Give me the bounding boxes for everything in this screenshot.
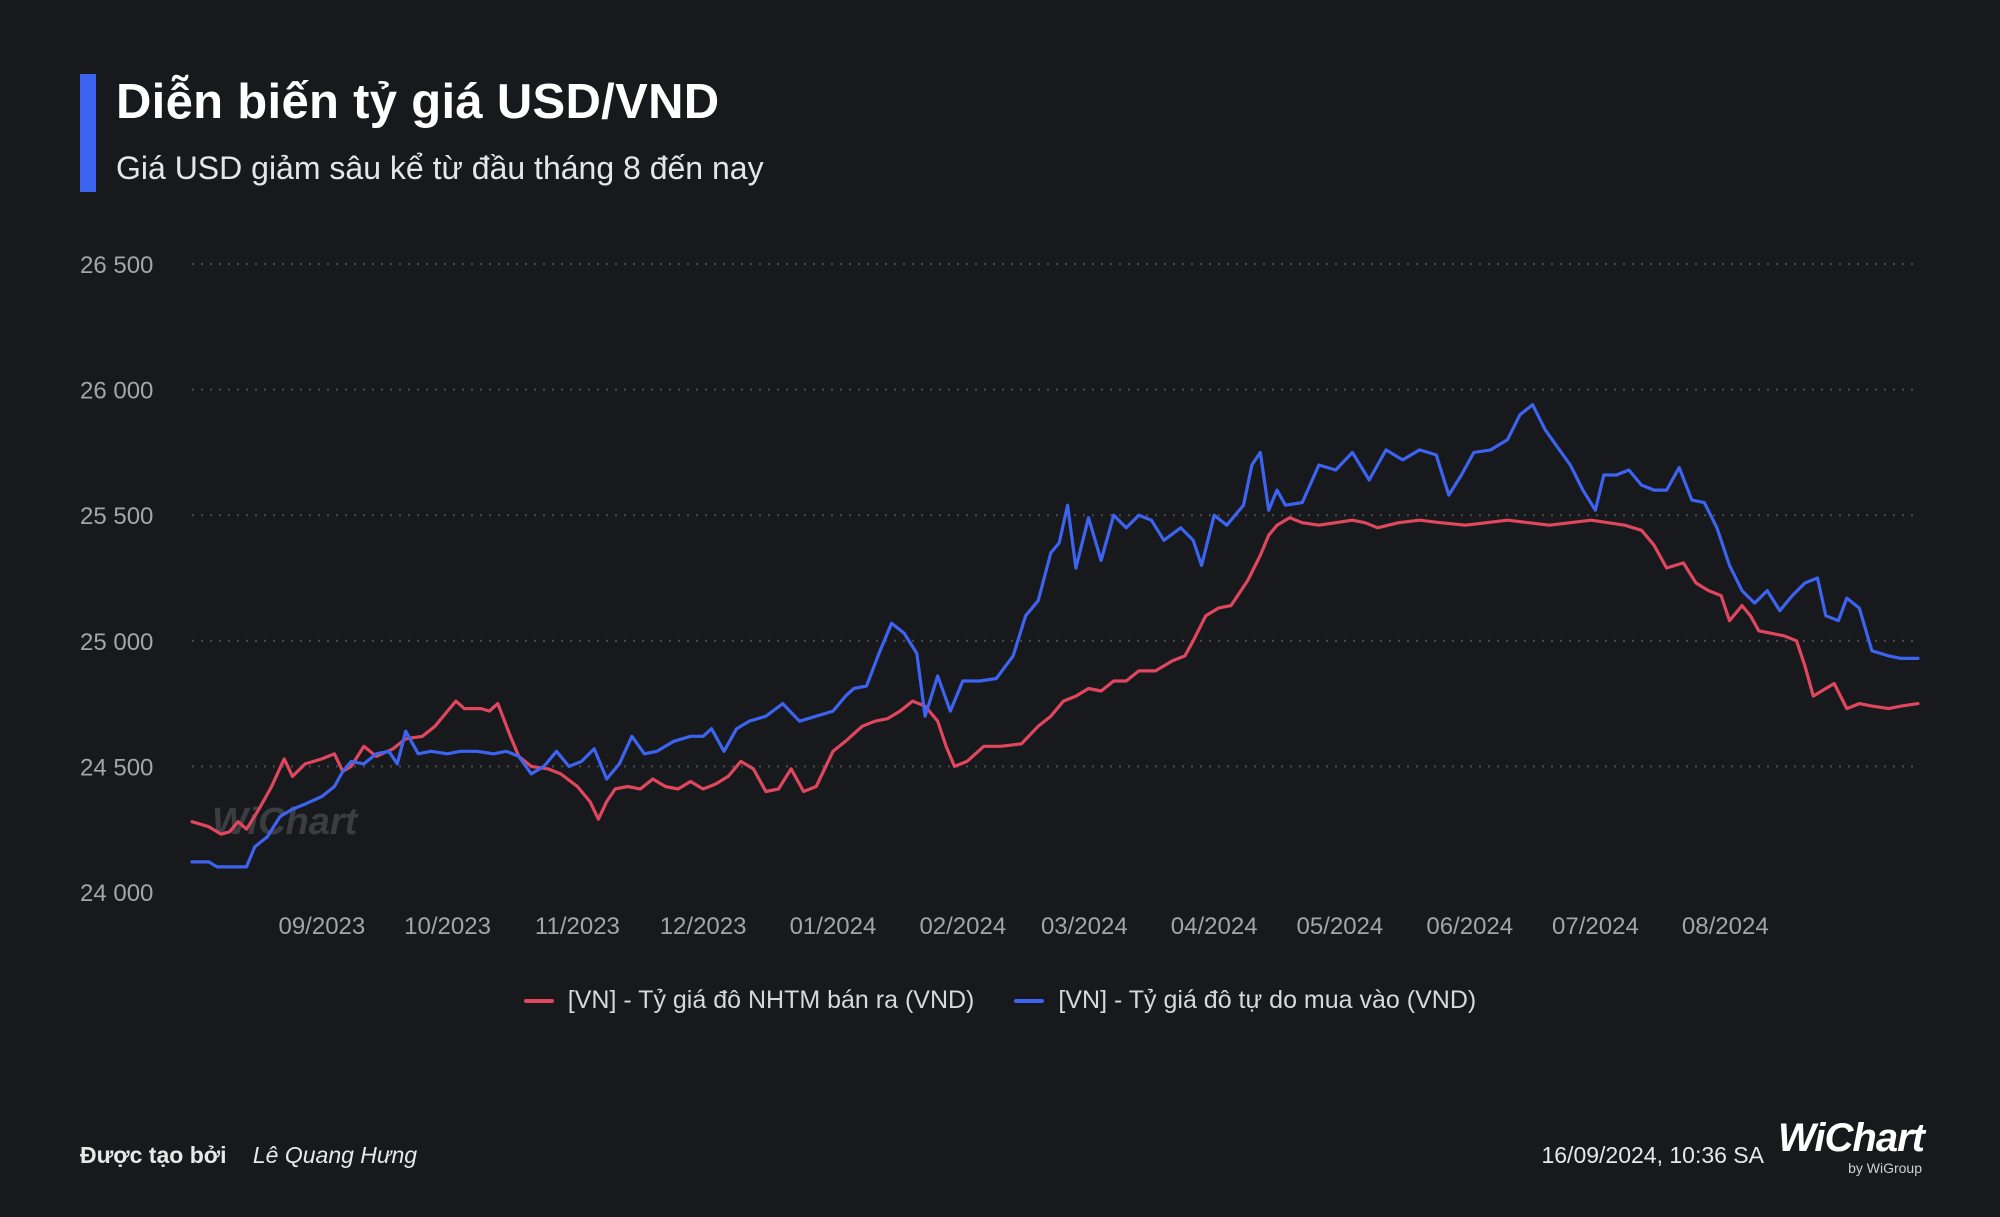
created-by-label: Được tạo bởi — [80, 1142, 227, 1168]
x-tick-label: 04/2024 — [1171, 913, 1258, 940]
x-axis-ticks: 09/2023 10/2023 11/2023 12/2023 01/2024 02/20… — [278, 913, 1768, 940]
legend-item-red[interactable]: [VN] - Tỷ giá đô NHTM bán ra (VND) — [523, 986, 975, 1015]
x-tick-label: 03/2024 — [1041, 913, 1128, 940]
legend-swatch-blue — [1014, 998, 1045, 1003]
brand-logo[interactable]: WiChart by WiGroup — [1778, 1116, 1925, 1178]
x-tick-label: 11/2023 — [535, 913, 620, 940]
y-tick-label: 26 500 — [80, 252, 153, 279]
x-tick-label: 01/2024 — [790, 913, 877, 940]
y-tick-label: 25 500 — [80, 503, 153, 530]
chart-subtitle: Giá USD giảm sâu kể từ đầu tháng 8 đến n… — [116, 150, 764, 186]
series-line-blue — [190, 403, 1920, 869]
series-lines — [190, 403, 1920, 869]
y-tick-label: 24 500 — [80, 754, 153, 781]
watermark-logo: WiChart — [212, 801, 359, 843]
y-axis-ticks: 24 000 24 500 25 000 25 500 26 000 26 500 — [80, 252, 153, 907]
y-tick-label: 24 000 — [80, 880, 153, 907]
footer-credit: Được tạo bởi Lê Quang Hưng — [80, 1142, 417, 1169]
x-tick-label: 05/2024 — [1296, 913, 1383, 940]
legend-label-blue: [VN] - Tỷ giá đô tự do mua vào (VND) — [1058, 986, 1477, 1014]
title-accent-bar — [80, 74, 96, 192]
author-name: Lê Quang Hưng — [252, 1142, 418, 1168]
y-tick-label: 26 000 — [80, 378, 153, 405]
legend-label-red: [VN] - Tỷ giá đô NHTM bán ra (VND) — [567, 986, 975, 1014]
line-chart: 24 000 24 500 25 000 25 500 26 000 26 500 09/… — [80, 252, 1920, 940]
footer-timestamp: 16/09/2024, 10:36 SA — [1541, 1142, 1764, 1168]
x-tick-label: 12/2023 — [660, 913, 747, 940]
x-tick-label: 02/2024 — [919, 913, 1006, 940]
x-tick-label: 07/2024 — [1552, 913, 1639, 940]
brand-sub: by WiGroup — [1848, 1160, 1922, 1176]
grid-lines — [192, 263, 1918, 768]
x-tick-label: 10/2023 — [404, 913, 491, 940]
y-tick-label: 25 000 — [80, 629, 153, 656]
legend-swatch-red — [523, 998, 554, 1003]
series-line-red — [190, 516, 1920, 836]
brand-name: WiChart — [1778, 1116, 1925, 1160]
x-tick-label: 08/2024 — [1682, 913, 1769, 940]
x-tick-label: 09/2023 — [278, 913, 365, 940]
chart-title: Diễn biến tỷ giá USD/VND — [116, 75, 720, 129]
chart-legend: [VN] - Tỷ giá đô NHTM bán ra (VND) [VN] … — [0, 986, 2000, 1015]
x-tick-label: 06/2024 — [1426, 913, 1513, 940]
legend-item-blue[interactable]: [VN] - Tỷ giá đô tự do mua vào (VND) — [1014, 986, 1476, 1015]
